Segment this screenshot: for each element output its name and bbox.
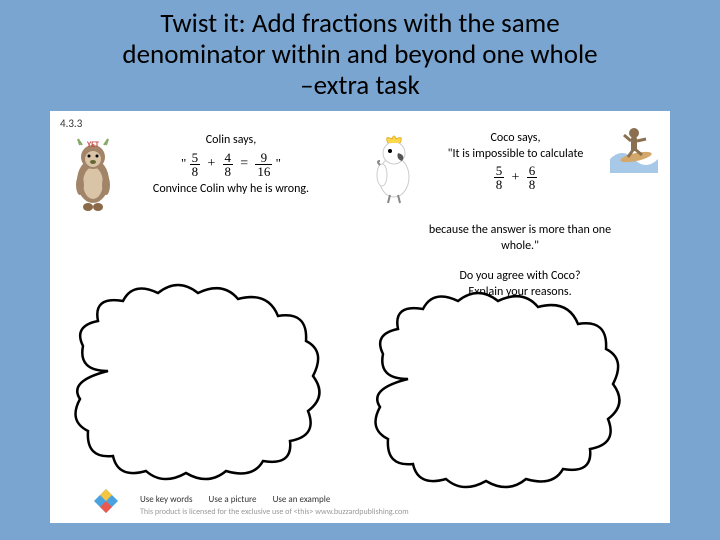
colin-text-block: Colin says, " 58 + 48 = 916 " Convince C… — [146, 133, 316, 197]
worksheet: 4.3.3 YET Colin says, " 58 + 48 — [50, 111, 670, 523]
title-line-1: Twist it: Add fractions with the same — [160, 7, 559, 40]
coco-says: Coco says, — [438, 131, 593, 147]
coco-text-block: Coco says, "It is impossible to calculat… — [438, 131, 593, 193]
svg-text:YET: YET — [86, 140, 99, 150]
cockatoo-icon — [366, 135, 422, 205]
footer-credit: This product is licensed for the exclusi… — [140, 507, 660, 517]
coco-because: because the answer is more than one whol… — [420, 223, 620, 254]
hint-keywords: Use key words — [140, 494, 193, 505]
hint-example: Use an example — [273, 494, 331, 505]
colin-equation: " 58 + 48 = 916 " — [146, 151, 316, 178]
coco-agree-line1: Do you agree with Coco? — [420, 269, 620, 285]
answer-cloud-left — [68, 281, 328, 481]
footer-hints: Use key words Use a picture Use an examp… — [140, 494, 344, 505]
section-label: 4.3.3 — [60, 117, 82, 130]
colin-convince: Convince Colin why he is wrong. — [146, 182, 316, 198]
title-line-3: –extra task — [300, 69, 420, 102]
slide-title: Twist it: Add fractions with the same de… — [0, 0, 720, 105]
surfer-icon — [610, 119, 658, 173]
title-line-2: denominator within and beyond one whole — [122, 38, 597, 71]
hint-picture: Use a picture — [209, 494, 257, 505]
coco-quote-open: "It is impossible to calculate — [438, 147, 593, 163]
publisher-logo-icon — [90, 487, 122, 515]
answer-cloud-right — [368, 289, 628, 489]
yeti-icon: YET — [64, 137, 122, 213]
coco-equation: 58 + 68 — [438, 164, 593, 191]
colin-says: Colin says, — [146, 133, 316, 149]
